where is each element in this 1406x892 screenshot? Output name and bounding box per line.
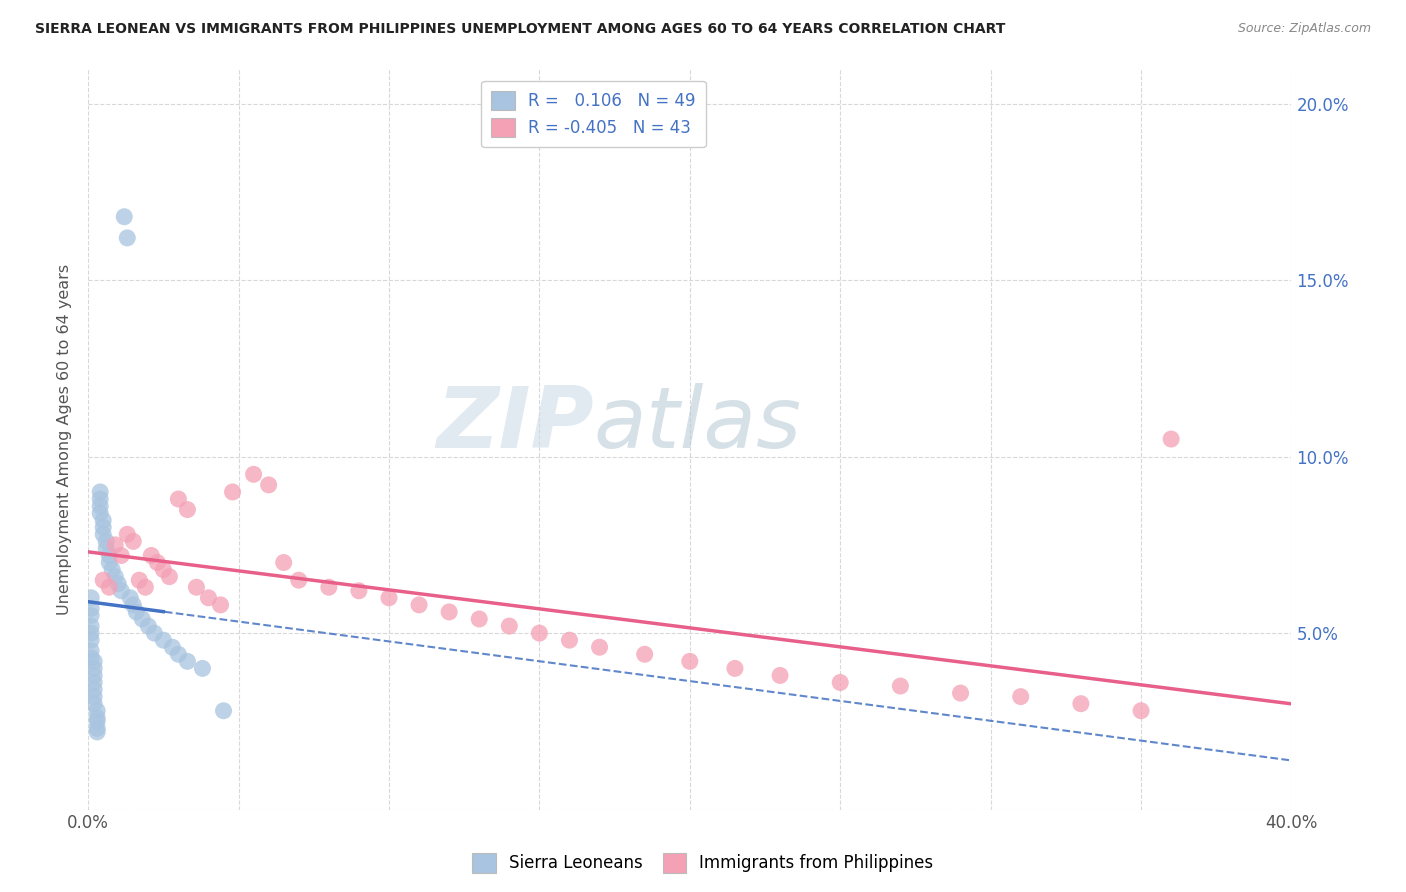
Point [141, 549, 163, 563]
Point [80, 633, 103, 648]
Text: atlas: atlas [593, 383, 801, 466]
Point [86, 725, 108, 739]
Point [347, 583, 370, 598]
Point [89, 506, 111, 520]
Point [89, 491, 111, 506]
Point [152, 563, 174, 577]
Point [212, 704, 235, 718]
Point [98, 580, 121, 594]
Point [287, 573, 309, 587]
Point [96, 534, 118, 549]
Point [122, 598, 145, 612]
Point [98, 556, 121, 570]
Point [197, 591, 219, 605]
Point [468, 612, 491, 626]
Point [83, 661, 105, 675]
Point [830, 675, 852, 690]
Point [104, 538, 127, 552]
Point [83, 690, 105, 704]
Point [209, 598, 232, 612]
Point [157, 569, 180, 583]
Point [146, 556, 169, 570]
Point [437, 605, 460, 619]
Point [558, 633, 581, 648]
Point [80, 650, 103, 665]
Point [91, 527, 114, 541]
Legend: Sierra Leoneans, Immigrants from Philippines: Sierra Leoneans, Immigrants from Philipp… [465, 847, 941, 880]
Point [134, 580, 156, 594]
Point [83, 675, 105, 690]
Point [769, 668, 792, 682]
Point [143, 626, 166, 640]
Point [186, 580, 208, 594]
Point [117, 231, 139, 245]
Legend: R =   0.106   N = 49, R = -0.405   N = 43: R = 0.106 N = 49, R = -0.405 N = 43 [481, 80, 706, 147]
Point [96, 541, 118, 556]
Point [191, 661, 214, 675]
Point [104, 569, 127, 583]
Point [83, 682, 105, 697]
Point [86, 722, 108, 736]
Point [98, 549, 121, 563]
Point [80, 601, 103, 615]
Point [86, 704, 108, 718]
Point [120, 591, 142, 605]
Point [131, 612, 153, 626]
Point [136, 619, 159, 633]
Point [498, 619, 520, 633]
Point [529, 626, 551, 640]
Point [83, 668, 105, 682]
Point [162, 640, 184, 655]
Point [1010, 690, 1032, 704]
Point [167, 647, 190, 661]
Point [128, 573, 150, 587]
Point [117, 527, 139, 541]
Point [80, 619, 103, 633]
Point [679, 654, 702, 668]
Point [176, 654, 198, 668]
Point [80, 608, 103, 623]
Point [89, 499, 111, 513]
Point [257, 478, 280, 492]
Point [408, 598, 430, 612]
Point [634, 647, 657, 661]
Point [724, 661, 747, 675]
Point [588, 640, 610, 655]
Point [86, 711, 108, 725]
Point [91, 573, 114, 587]
Point [107, 576, 129, 591]
Point [112, 210, 135, 224]
Point [221, 485, 243, 500]
Point [1070, 697, 1092, 711]
Point [1160, 432, 1182, 446]
Point [91, 513, 114, 527]
Point [273, 556, 295, 570]
Point [83, 697, 105, 711]
Point [949, 686, 972, 700]
Point [110, 549, 132, 563]
Y-axis label: Unemployment Among Ages 60 to 64 years: Unemployment Among Ages 60 to 64 years [58, 263, 72, 615]
Point [89, 485, 111, 500]
Text: Source: ZipAtlas.com: Source: ZipAtlas.com [1237, 22, 1371, 36]
Point [86, 714, 108, 729]
Point [80, 644, 103, 658]
Point [176, 502, 198, 516]
Point [101, 563, 124, 577]
Point [110, 583, 132, 598]
Point [378, 591, 401, 605]
Point [83, 654, 105, 668]
Text: ZIP: ZIP [436, 383, 593, 466]
Text: SIERRA LEONEAN VS IMMIGRANTS FROM PHILIPPINES UNEMPLOYMENT AMONG AGES 60 TO 64 Y: SIERRA LEONEAN VS IMMIGRANTS FROM PHILIP… [35, 22, 1005, 37]
Point [152, 633, 174, 648]
Point [80, 626, 103, 640]
Point [125, 605, 148, 619]
Point [91, 520, 114, 534]
Point [167, 491, 190, 506]
Point [889, 679, 911, 693]
Point [80, 591, 103, 605]
Point [318, 580, 340, 594]
Point [1130, 704, 1153, 718]
Point [122, 534, 145, 549]
Point [242, 467, 264, 482]
